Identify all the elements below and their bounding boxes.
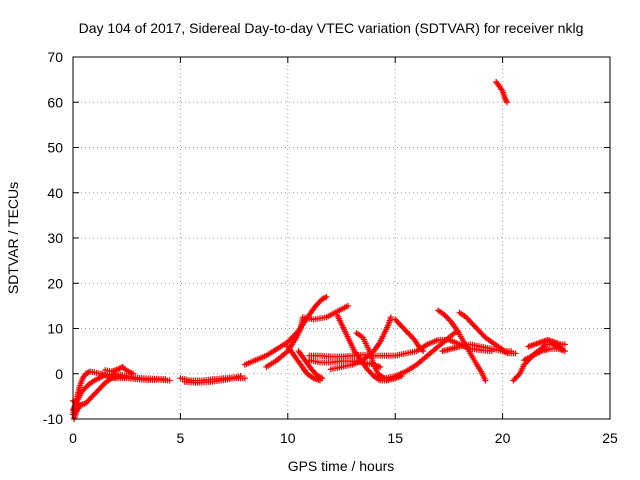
x-tick-label: 0 [69, 430, 77, 446]
series-track-q [392, 316, 427, 355]
x-tick-label: 20 [495, 430, 511, 446]
data-point-plus [420, 348, 427, 355]
series-track-w [521, 345, 568, 364]
data-point-plus [166, 377, 173, 384]
series-track-i [263, 302, 351, 370]
series-track-r [381, 327, 461, 382]
x-tick-label: 25 [602, 430, 618, 446]
y-tick-label: 50 [47, 140, 63, 156]
data-point-plus [77, 402, 84, 409]
y-tick-label: -10 [43, 411, 63, 427]
series-track-t [439, 341, 519, 357]
series-track-j [284, 343, 324, 384]
grid [73, 57, 610, 419]
data-point-plus [319, 375, 326, 382]
data-point-plus [121, 374, 128, 381]
y-tick-label: 10 [47, 321, 63, 337]
series-track-x [525, 336, 568, 350]
y-axis: -10 0 10 20 30 40 50 60 70 [43, 49, 610, 427]
series-track-u [456, 309, 515, 355]
series-track-y [493, 78, 510, 106]
data-point-plus [130, 370, 137, 377]
data-points [70, 78, 568, 422]
data-point-plus [482, 377, 489, 384]
data-point-plus [377, 363, 384, 370]
data-point-plus [503, 99, 510, 106]
y-tick-label: 30 [47, 230, 63, 246]
series-track-h [241, 293, 330, 368]
x-tick-label: 5 [177, 430, 185, 446]
x-tick-label: 10 [280, 430, 296, 446]
data-point-plus [241, 375, 248, 382]
x-tick-label: 15 [387, 430, 403, 446]
series-track-c [70, 373, 128, 409]
y-tick-label: 60 [47, 94, 63, 110]
data-point-plus [410, 335, 417, 342]
y-tick-label: 70 [47, 49, 63, 65]
chart-title: Day 104 of 2017, Sidereal Day-to-day VTE… [79, 20, 584, 36]
series-track-v [510, 341, 566, 384]
series-track-o [327, 314, 394, 373]
y-tick-label: 40 [47, 185, 63, 201]
series-track-k [295, 348, 326, 382]
data-point-plus [561, 348, 568, 355]
data-point-plus [508, 348, 515, 355]
data-point-plus [323, 293, 330, 300]
y-axis-label: SDTVAR / TECUs [5, 182, 21, 294]
data-point-plus [515, 372, 522, 379]
data-point-plus [512, 350, 519, 357]
data-point-plus [561, 341, 568, 348]
data-point-plus [344, 302, 351, 309]
y-tick-label: 20 [47, 275, 63, 291]
data-point-plus [387, 314, 394, 321]
x-axis-label: GPS time / hours [288, 458, 395, 474]
x-axis: 0 5 10 15 20 25 [69, 57, 618, 446]
data-point-plus [162, 376, 169, 383]
series-track-e [102, 363, 137, 377]
series-track-g [181, 375, 248, 386]
y-tick-label: 0 [55, 366, 63, 382]
